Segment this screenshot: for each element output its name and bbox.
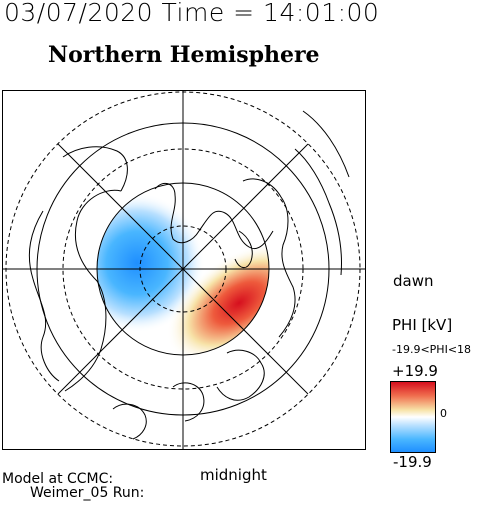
colorbar-max-label: +19.9 [392,362,438,380]
colorbar-min-label: -19.9 [393,453,432,471]
polar-map-svg [3,91,365,449]
colorbar-zero-label: 0 [440,407,447,420]
positive-potential-cell [166,242,269,355]
hemisphere-title: Northern Hemisphere [48,42,320,68]
colorbar [390,381,436,453]
coastlines [28,110,350,440]
midnight-label: midnight [200,466,267,484]
timestamp: 03/07/2020 Time = 14:01:00 [4,0,380,27]
colorbar-range: -19.9<PHI<18 [392,343,472,356]
potential-pattern [97,193,269,355]
run-label: Weimer_05 Run: [30,485,145,501]
polar-plot [2,90,366,450]
dawn-label: dawn [393,272,434,290]
colorbar-title: PHI [kV] [392,316,453,334]
model-label: Model at CCMC: [2,471,114,487]
